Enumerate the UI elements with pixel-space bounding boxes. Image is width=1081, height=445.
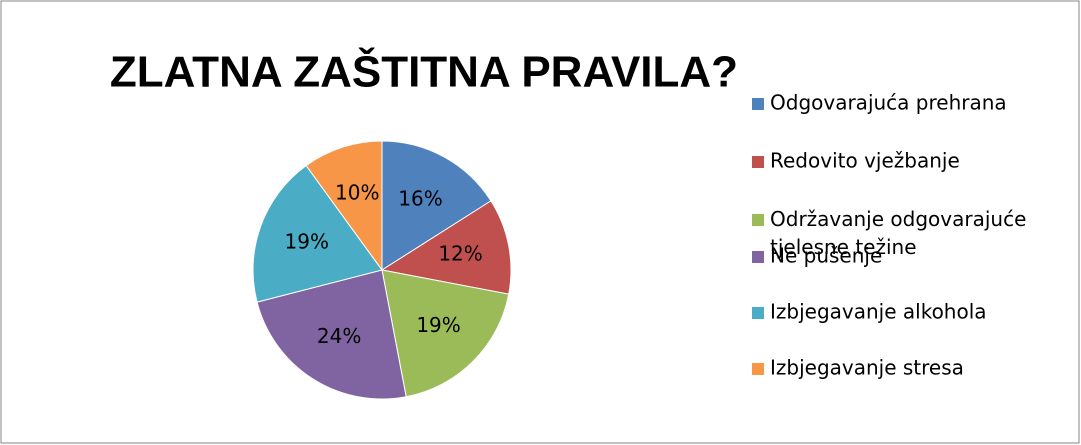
- legend-swatch: [752, 251, 764, 263]
- legend-swatch: [752, 363, 764, 375]
- legend-label: Ne pušenje: [770, 244, 882, 268]
- legend-swatch: [752, 307, 764, 319]
- data-label: 16%: [398, 186, 442, 210]
- legend-label: Redovito vježbanje: [770, 149, 960, 173]
- legend-swatch: [752, 214, 764, 226]
- legend-swatch: [752, 156, 764, 168]
- data-label: 12%: [438, 242, 482, 266]
- pie-slice: [381, 269, 510, 398]
- data-label: 24%: [317, 324, 361, 348]
- legend-label: Odgovarajuća prehrana: [770, 91, 1007, 115]
- legend-label: Izbjegavanje stresa: [770, 356, 964, 380]
- legend-swatch: [752, 98, 764, 110]
- data-label: 19%: [416, 313, 460, 337]
- pie-slice: [380, 200, 512, 295]
- pie-slice: [305, 140, 383, 272]
- pie-slice: [381, 140, 492, 271]
- chart-title: ZLATNA ZAŠTITNA PRAVILA?: [110, 46, 738, 97]
- legend-label: Održavanje odgovarajuće tjelesne težine: [770, 207, 1026, 259]
- pie-slice: [256, 269, 407, 400]
- data-label: 19%: [285, 229, 329, 253]
- legend-label: Izbjegavanje alkohola: [770, 300, 987, 324]
- pie-slice: [252, 164, 383, 303]
- data-label: 10%: [335, 180, 379, 204]
